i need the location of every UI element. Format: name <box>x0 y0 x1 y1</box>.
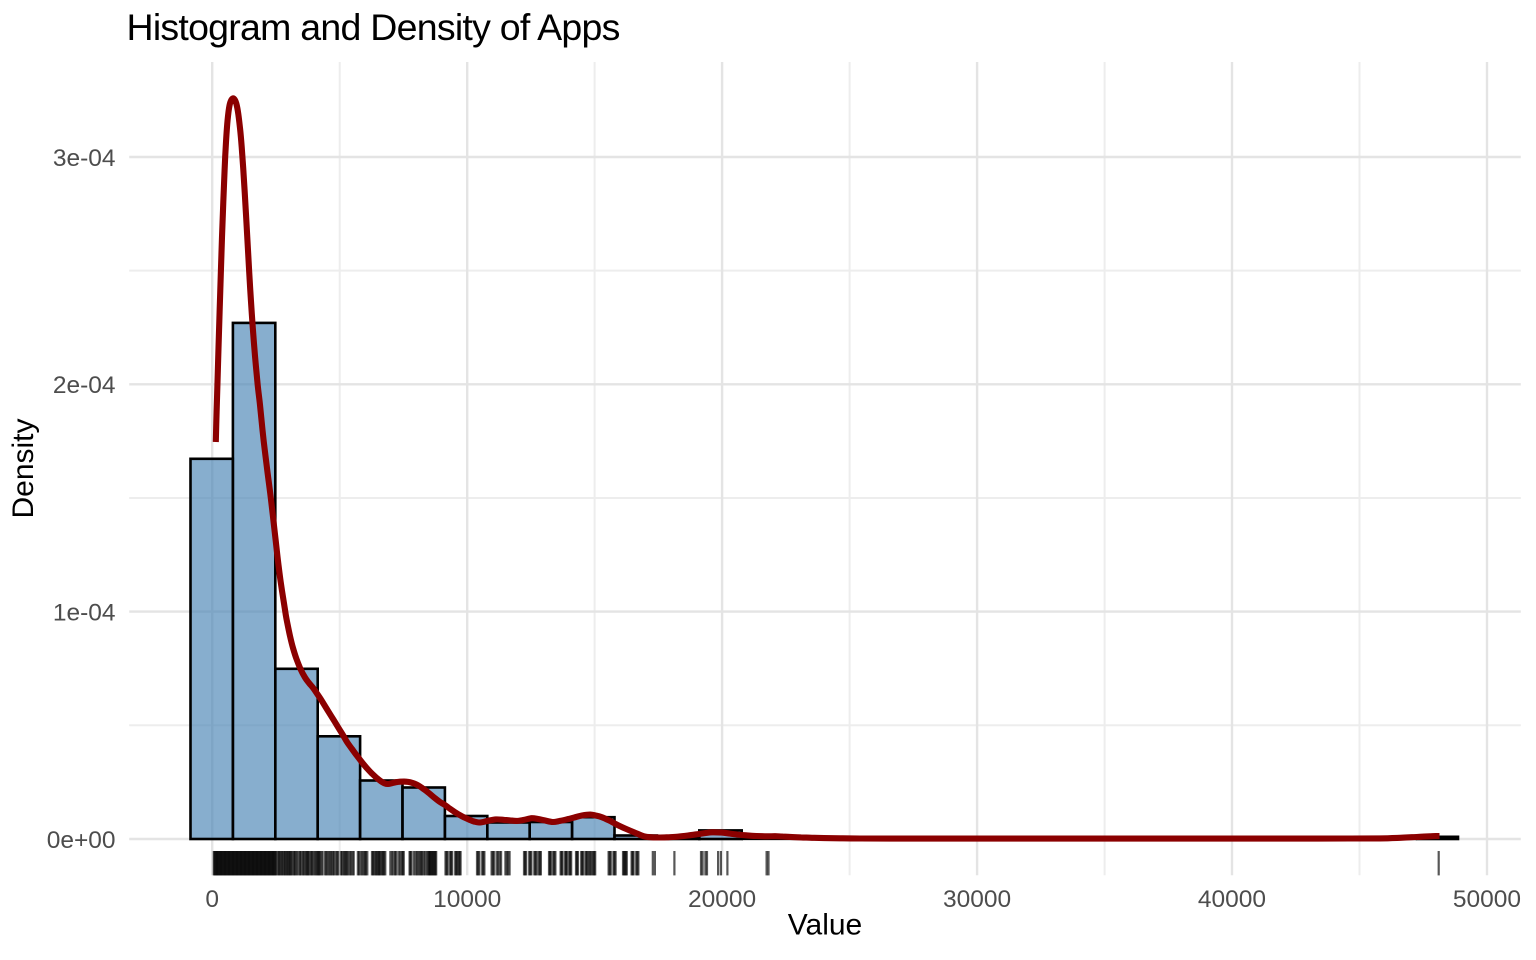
svg-text:Density: Density <box>7 418 40 518</box>
svg-text:2e-04: 2e-04 <box>53 372 116 399</box>
svg-text:Histogram and Density of Apps: Histogram and Density of Apps <box>127 6 620 48</box>
svg-text:20000: 20000 <box>688 886 756 913</box>
svg-text:10000: 10000 <box>433 886 501 913</box>
svg-text:1e-04: 1e-04 <box>53 599 116 626</box>
svg-text:Value: Value <box>788 908 863 941</box>
svg-text:50000: 50000 <box>1453 886 1521 913</box>
svg-text:0e+00: 0e+00 <box>47 827 116 854</box>
svg-text:3e-04: 3e-04 <box>53 145 116 172</box>
svg-text:0: 0 <box>205 886 219 913</box>
svg-text:30000: 30000 <box>943 886 1011 913</box>
svg-text:40000: 40000 <box>1198 886 1266 913</box>
